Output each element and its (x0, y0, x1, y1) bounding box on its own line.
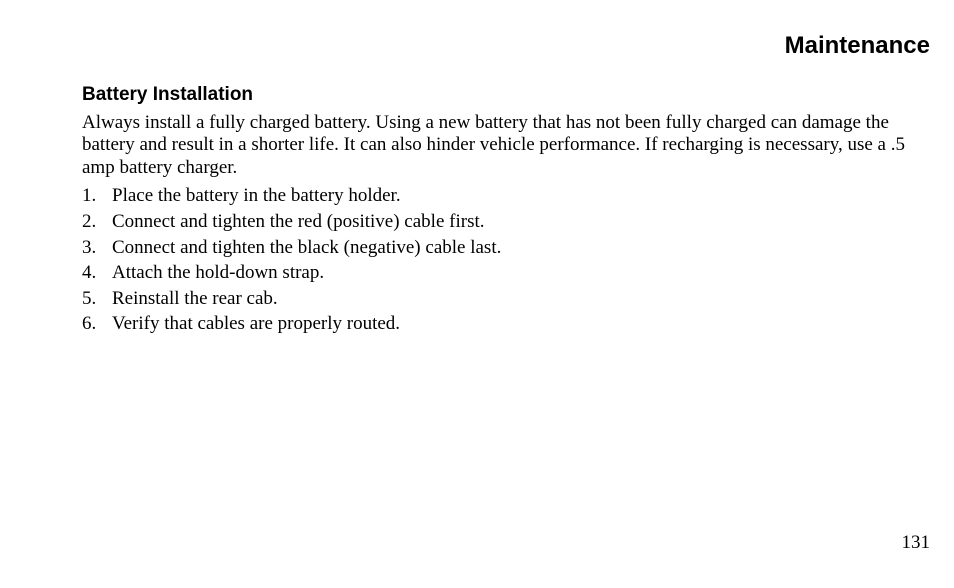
page-header-title: Maintenance (785, 32, 930, 60)
content-area: Battery Installation Always install a fu… (82, 84, 930, 337)
steps-list: Place the battery in the battery holder.… (82, 183, 930, 337)
list-item: Connect and tighten the black (negative)… (82, 235, 930, 261)
list-item: Place the battery in the battery holder. (82, 183, 930, 209)
list-item: Verify that cables are properly routed. (82, 311, 930, 337)
section-title: Battery Installation (82, 84, 930, 106)
page-number: 131 (902, 532, 931, 554)
list-item: Attach the hold-down strap. (82, 260, 930, 286)
page: Maintenance Battery Installation Always … (0, 0, 954, 588)
section-intro: Always install a fully charged battery. … (82, 112, 930, 179)
list-item: Reinstall the rear cab. (82, 286, 930, 312)
list-item: Connect and tighten the red (positive) c… (82, 209, 930, 235)
